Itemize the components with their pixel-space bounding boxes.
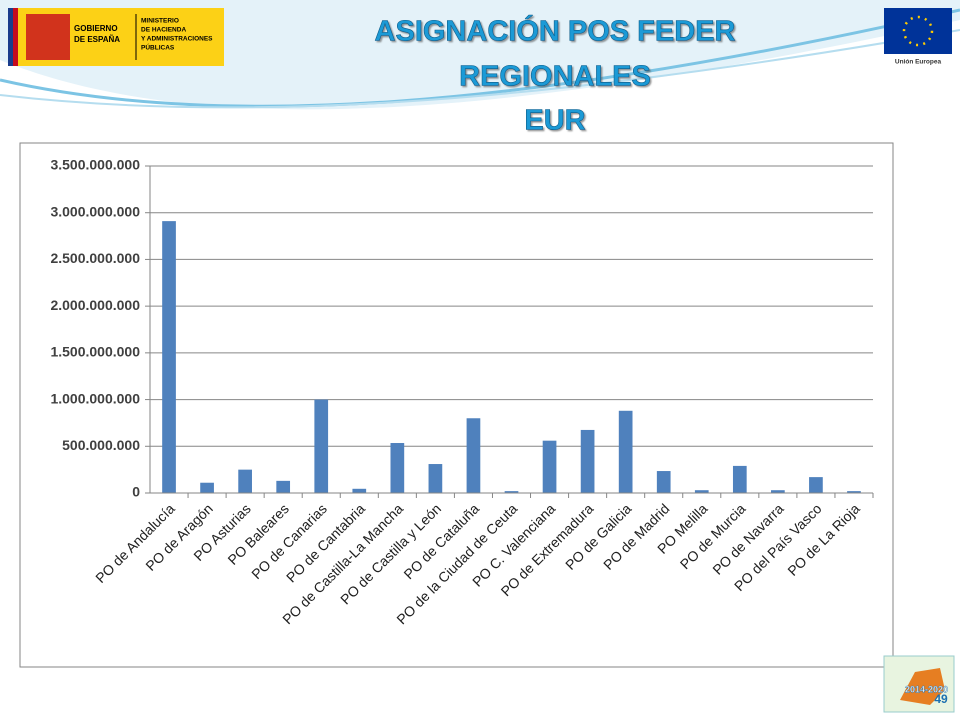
bar — [352, 488, 367, 493]
title-line: EUR — [524, 105, 585, 137]
bar — [162, 221, 176, 493]
logo-text: DE HACIENDA — [141, 27, 186, 34]
logo-text: MINISTERIO — [141, 18, 179, 25]
logo-text: GOBIERNO — [74, 24, 118, 33]
badge-text: 2014-2020 — [905, 684, 948, 694]
y-tick-label: 500.000.000 — [62, 437, 140, 453]
badge: 2014-2020 49 — [883, 655, 955, 713]
bar — [466, 418, 481, 493]
y-tick-label: 1.000.000.000 — [50, 390, 140, 406]
bar — [200, 482, 214, 493]
bar — [580, 429, 595, 493]
y-tick-label: 3.500.000.000 — [50, 157, 140, 173]
bar — [732, 465, 747, 493]
y-tick-label: 2.500.000.000 — [50, 250, 140, 266]
bar — [428, 464, 443, 493]
title-line: REGIONALES — [459, 61, 651, 93]
bar — [618, 410, 633, 493]
logo-spain: GOBIERNO DE ESPAÑA MINISTERIO DE HACIEND… — [8, 8, 224, 66]
y-tick-label: 1.500.000.000 — [50, 344, 140, 360]
bar — [771, 490, 785, 493]
logo-eu: Unión Europea — [884, 8, 952, 66]
chart-frame — [19, 142, 894, 668]
y-tick-label: 3.000.000.000 — [50, 203, 140, 219]
bar — [656, 471, 671, 493]
bar — [314, 399, 329, 493]
logo-text: DE ESPAÑA — [74, 35, 120, 44]
bar — [238, 469, 252, 493]
bar — [809, 477, 823, 493]
bar — [694, 490, 709, 493]
bar — [390, 443, 405, 493]
page-number: 49 — [934, 692, 948, 706]
swoosh — [0, 0, 960, 110]
logo-text: Y ADMINISTRACIONES — [141, 36, 213, 43]
title-line: ASIGNACIÓN POS FEDER — [375, 14, 736, 48]
logo-text: Unión Europea — [895, 59, 942, 66]
logo-text: PÚBLICAS — [141, 43, 175, 52]
bar — [847, 491, 861, 493]
bar — [504, 491, 519, 493]
swoosh-line — [0, 29, 960, 109]
title: ASIGNACIÓN POS FEDER REGIONALES EUR — [374, 13, 736, 137]
y-tick-label: 0 — [132, 484, 140, 500]
bar — [542, 440, 557, 493]
y-tick-label: 2.000.000.000 — [50, 297, 140, 313]
bar — [276, 480, 291, 493]
